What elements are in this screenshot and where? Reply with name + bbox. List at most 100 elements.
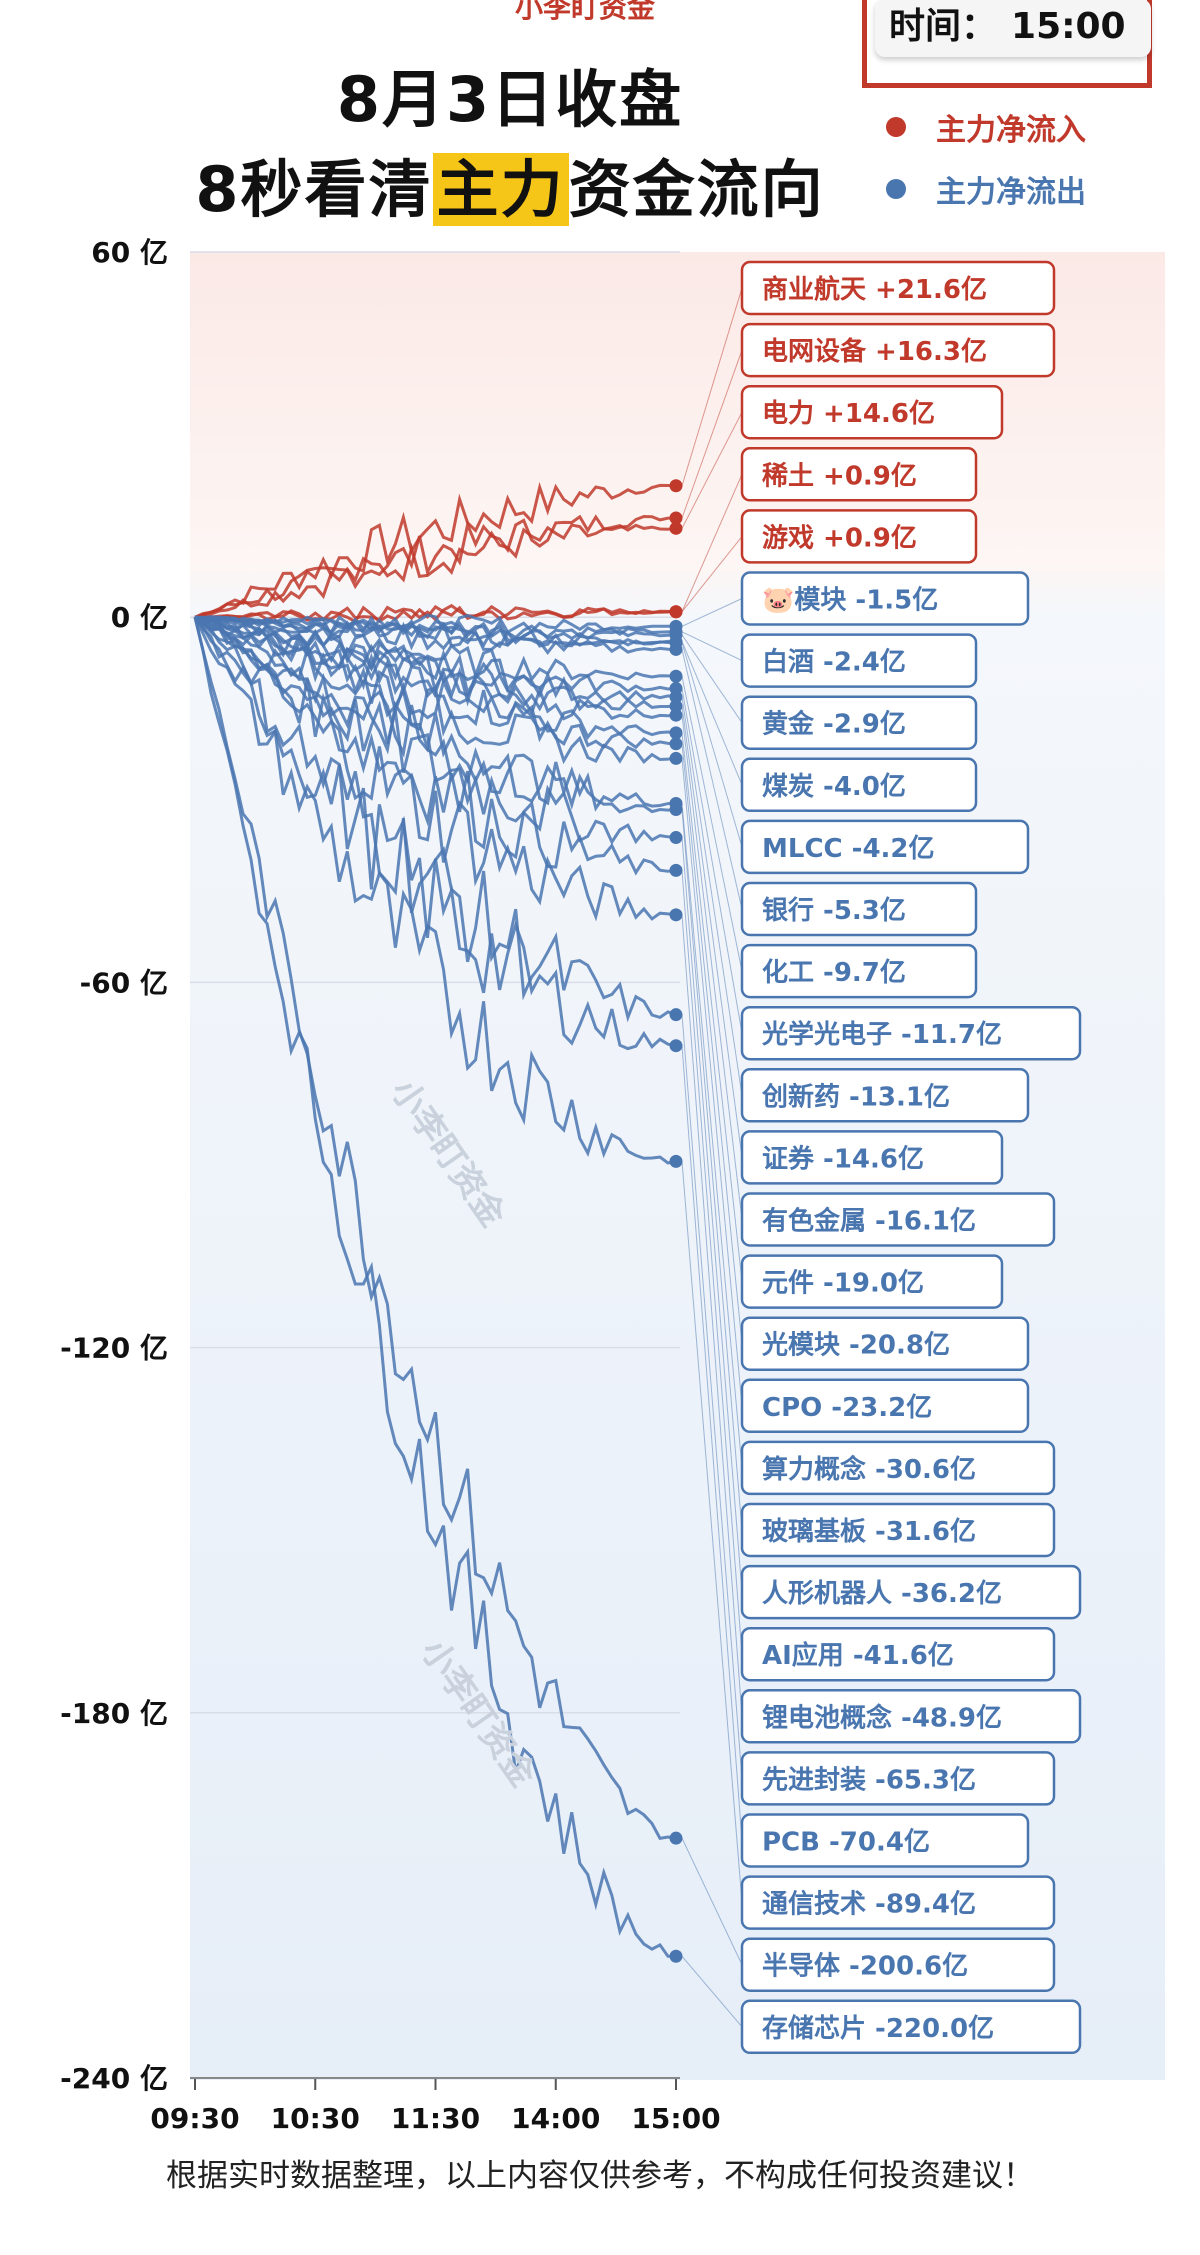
- sector-label-box: [740, 509, 978, 564]
- sector-label: 存储芯片 -220.0亿: [762, 2013, 994, 2044]
- sector-label-box: [740, 384, 1004, 440]
- sector-label-box: [740, 1068, 1030, 1123]
- sector-label: 算力概念 -30.6亿: [762, 1454, 976, 1485]
- series-line: [194, 615, 677, 649]
- sector-label-box: [740, 1689, 1082, 1744]
- sector-label: 元件 -19.0亿: [762, 1269, 924, 1299]
- series-end-dot: [669, 708, 683, 722]
- series-end-dot: [669, 803, 683, 817]
- sector-label: 光学光电子 -11.7亿: [761, 1019, 1002, 1050]
- time-label: 时间：: [889, 6, 998, 47]
- label-leader-line: [681, 349, 743, 519]
- label-leader-line: [681, 634, 743, 723]
- sector-label: 煤炭 -4.0亿: [762, 772, 906, 802]
- time-display: 时间： 15:00: [875, 0, 1151, 57]
- legend-outflow: 主力净流出: [886, 158, 1086, 220]
- sector-label-box: [740, 943, 978, 999]
- title-line-1: 8月3日收盘: [336, 63, 684, 136]
- y-tick-label: -60 亿: [80, 966, 168, 999]
- sector-label: 🐷模块 -1.5亿: [762, 586, 938, 616]
- label-leader-line: [681, 649, 743, 910]
- label-leader-line: [681, 809, 743, 1531]
- legend-outflow-label: 主力净流出: [936, 175, 1086, 210]
- sector-label: 有色金属 -16.1亿: [762, 1206, 976, 1237]
- sector-label: 通信技术 -89.4亿: [762, 1890, 976, 1920]
- sector-label-box: [740, 1130, 1004, 1185]
- label-leader-line: [681, 1837, 743, 1965]
- time-value: 15:00: [1011, 6, 1126, 47]
- series-end-dot: [669, 726, 683, 740]
- label-leader-line: [681, 837, 743, 1593]
- label-leader-line: [681, 803, 743, 1468]
- series-line: [193, 616, 677, 1840]
- top-watermark-text: 小李盯资金: [515, 0, 656, 24]
- label-leader-line: [681, 641, 743, 785]
- label-leader-line: [681, 743, 743, 1344]
- series-end-dot: [669, 1949, 683, 1963]
- series-line: [194, 615, 677, 750]
- series-line: [195, 603, 677, 622]
- sector-label: 白酒 -2.4亿: [762, 647, 906, 678]
- sector-label-box: [740, 1254, 1004, 1309]
- label-leader-line: [681, 696, 743, 1096]
- sector-label: 锂电池概念 -48.9亿: [762, 1702, 1002, 1733]
- legend: 主力净流入 主力净流出: [886, 96, 1086, 220]
- label-leader-line: [681, 1161, 743, 1903]
- label-leader-line: [681, 914, 743, 1717]
- series-end-dot: [669, 605, 683, 619]
- label-leader-line: [681, 1045, 743, 1841]
- disclaimer-footer: 根据实时数据整理，以上内容仅供参考，不构成任何投资建议！: [166, 2158, 1034, 2194]
- sector-label-box: [740, 1999, 1082, 2055]
- sector-label-box: [740, 1502, 1056, 1558]
- series-line: [194, 616, 677, 812]
- sector-label-box: [740, 881, 978, 937]
- label-leader-line: [681, 411, 743, 529]
- x-tick-label: 11:30: [391, 2102, 480, 2135]
- title-line-2-before: 8秒看清: [195, 153, 433, 226]
- sector-label-box: [740, 1192, 1056, 1247]
- sector-label-box: [740, 1564, 1082, 1620]
- y-tick-label: -180 亿: [60, 1697, 168, 1730]
- sector-label-box: [740, 819, 1030, 875]
- y-tick-label: 0 亿: [111, 601, 168, 634]
- sector-label-box: [740, 322, 1056, 378]
- series-end-dot: [669, 831, 683, 845]
- series-end-dot: [669, 521, 683, 535]
- series-end-dot: [669, 751, 683, 765]
- series-end-dot: [669, 863, 683, 877]
- series-end-dot: [669, 690, 683, 704]
- label-leader-line: [681, 631, 743, 662]
- series-line: [194, 615, 677, 655]
- y-tick-label: -120 亿: [60, 1332, 168, 1365]
- title-line-2: 8秒看清主力资金流向: [150, 145, 870, 235]
- label-leader-line: [681, 598, 743, 627]
- label-leader-line: [681, 1014, 743, 1779]
- sector-label: 创新药 -13.1亿: [761, 1081, 950, 1112]
- series-end-dot: [669, 737, 683, 751]
- sector-label: PCB -70.4亿: [762, 1828, 930, 1858]
- series-end-dot: [669, 908, 683, 922]
- sector-label: 化工 -9.7亿: [762, 958, 906, 988]
- label-leader-line: [681, 287, 743, 486]
- series-line: [194, 514, 677, 619]
- label-leader-line: [681, 705, 743, 1158]
- sector-label: 玻璃基板 -31.6亿: [762, 1516, 976, 1547]
- series-end-dot: [669, 511, 683, 525]
- series-line: [193, 616, 677, 1165]
- sector-label: MLCC -4.2亿: [762, 834, 935, 864]
- series-end-dot: [669, 1831, 683, 1845]
- label-leader-line: [681, 474, 743, 612]
- sector-label-box: [740, 1751, 1056, 1806]
- sector-label-box: [740, 1626, 1056, 1682]
- series-end-dot: [669, 699, 683, 713]
- sector-label: 银行 -5.3亿: [762, 895, 906, 926]
- time-box: 时间： 15:00: [862, 0, 1152, 88]
- series-end-dot: [669, 1008, 683, 1022]
- x-tick-label: 10:30: [271, 2102, 360, 2135]
- title-highlight: 主力: [432, 153, 569, 226]
- sector-label-box: [740, 695, 978, 750]
- label-leader-line: [681, 732, 743, 1282]
- legend-inflow: 主力净流入: [886, 96, 1086, 158]
- label-leader-line: [681, 536, 743, 613]
